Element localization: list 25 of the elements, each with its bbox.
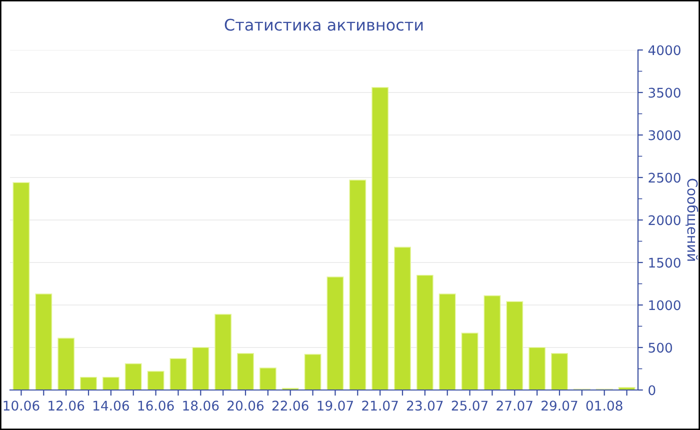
x-tick-label: 12.06 [48, 400, 84, 411]
x-tick-label: 10.06 [4, 400, 40, 411]
x-tick-label: 18.06 [183, 400, 219, 411]
x-tick-label: 16.06 [138, 400, 174, 411]
x-tick-label: 22.06 [272, 400, 308, 411]
x-tick-label: 21.07 [362, 400, 398, 411]
x-tick-label: 01.08 [586, 400, 622, 411]
chart-title: Статистика активности [224, 18, 423, 31]
y-tick-label: 2000 [648, 215, 680, 226]
y-tick-label: 3000 [648, 130, 680, 140]
y-tick-label: 3500 [648, 88, 680, 98]
y-tick-label: 1000 [649, 300, 680, 310]
x-tick-label: 20.06 [228, 400, 264, 411]
x-tick-label: 27.07 [496, 400, 532, 411]
y-tick-label: 500 [648, 342, 672, 353]
y-tick-label: 0 [648, 385, 656, 396]
x-tick-label: 14.06 [93, 400, 129, 411]
x-tick-label: 25.07 [452, 400, 488, 411]
x-tick-label: 19.07 [318, 400, 353, 411]
x-tick-label: 29.07 [542, 400, 578, 411]
y-tick-label: 4000 [648, 45, 680, 56]
y-axis-title: Сообщений [685, 178, 698, 261]
y-tick-label: 2500 [648, 172, 680, 183]
y-tick-label: 1500 [649, 258, 680, 268]
x-tick-label: 23.07 [407, 400, 443, 411]
